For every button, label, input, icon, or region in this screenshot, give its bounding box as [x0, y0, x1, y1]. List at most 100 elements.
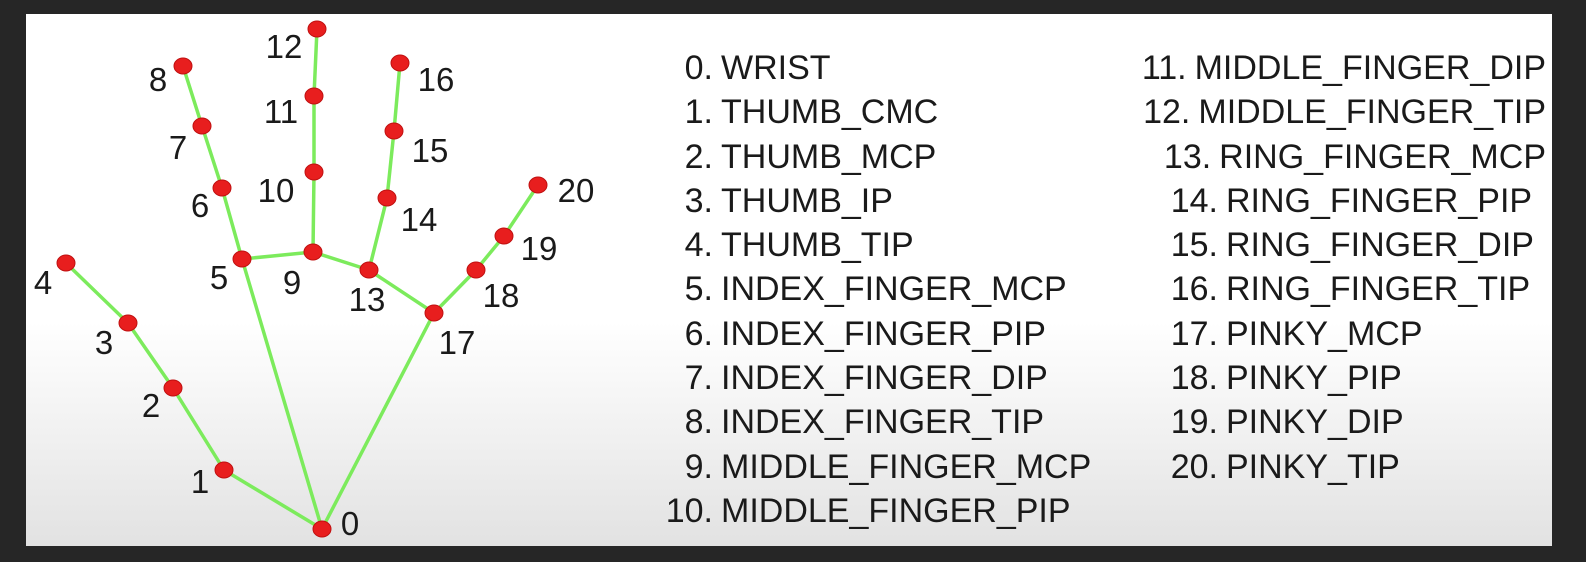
joint-dot-11	[304, 87, 324, 105]
legend-item: 9. MIDDLE_FINGER_MCP	[639, 445, 1099, 489]
legend-label: THUMB_TIP	[721, 226, 914, 265]
legend-index: 6.	[684, 314, 713, 353]
legend-index: 11.	[1141, 49, 1187, 87]
joint-label-10: 10	[258, 172, 295, 209]
bone-line	[181, 64, 204, 128]
legend-item: 1. THUMB_CMC	[639, 90, 1099, 134]
legend-item: 20. PINKY_TIP	[1126, 445, 1546, 489]
legend-label: PINKY_DIP	[1226, 403, 1404, 442]
legend-label: INDEX_FINGER_PIP	[721, 314, 1046, 353]
bone-line	[222, 468, 324, 531]
legend-item: 0. WRIST	[639, 46, 1099, 90]
joint-label-20: 20	[558, 172, 595, 209]
legend-index: 2.	[684, 137, 713, 176]
joint-dot-14	[377, 189, 397, 207]
legend-item: 6. INDEX_FINGER_PIP	[639, 312, 1099, 356]
joint-dot-20	[528, 176, 548, 194]
joint-dot-13	[359, 261, 379, 279]
bone-line	[312, 27, 319, 98]
bone-line	[171, 386, 226, 472]
landmark-legend-right: 11. MIDDLE_FINGER_DIP 12. MIDDLE_FINGER_TI…	[1126, 46, 1546, 489]
legend-item: 10. MIDDLE_FINGER_PIP	[639, 489, 1099, 533]
legend-item: 7. INDEX_FINGER_DIP	[639, 356, 1099, 400]
legend-index: 16.	[1170, 270, 1218, 309]
legend-index: 1.	[684, 93, 713, 132]
legend-item: 2. THUMB_MCP	[639, 135, 1099, 179]
legend-index: 20.	[1170, 447, 1218, 486]
landmark-legend-left: 0. WRIST 1. THUMB_CMC 2. THUMB_MCP 3. THUMB_…	[639, 46, 1099, 533]
diagram-panel: 0 1 2 3 4 5 6 7 8 9 10 11 12 13 14 15 16 17 18 19 20 0. WRIST…	[26, 14, 1552, 546]
joint-dot-3	[118, 314, 138, 332]
legend-index: 5.	[684, 270, 713, 309]
bone-line	[311, 170, 316, 254]
legend-label: INDEX_FINGER_DIP	[721, 359, 1048, 398]
joint-dot-7	[192, 117, 212, 135]
legend-index: 7.	[684, 359, 713, 398]
bone-line	[200, 124, 224, 190]
joint-dot-5	[232, 250, 252, 268]
legend-label: MIDDLE_FINGER_MCP	[721, 447, 1092, 486]
joint-dot-9	[303, 243, 323, 261]
legend-item: 18. PINKY_PIP	[1126, 356, 1546, 400]
legend-item: 12. MIDDLE_FINGER_TIP	[1126, 90, 1546, 134]
legend-label: RING_FINGER_PIP	[1226, 181, 1533, 220]
joint-label-5: 5	[210, 259, 228, 296]
joint-label-7: 7	[169, 129, 187, 166]
bone-line	[320, 311, 436, 531]
joint-label-6: 6	[191, 187, 209, 224]
legend-label: THUMB_CMC	[721, 93, 939, 132]
legend-index: 4.	[684, 226, 713, 265]
joint-label-19: 19	[521, 230, 558, 267]
legend-label: PINKY_MCP	[1226, 314, 1423, 353]
legend-label: THUMB_IP	[721, 181, 893, 220]
joint-label-15: 15	[412, 132, 449, 169]
joint-dot-8	[173, 57, 193, 75]
joint-dot-1	[214, 461, 234, 479]
legend-label: INDEX_FINGER_TIP	[721, 403, 1045, 442]
joint-label-3: 3	[95, 324, 113, 361]
joint-dot-6	[212, 179, 232, 197]
legend-label: WRIST	[721, 49, 831, 87]
legend-item: 8. INDEX_FINGER_TIP	[639, 400, 1099, 444]
bone-line	[311, 250, 371, 272]
joint-label-12: 12	[266, 28, 303, 65]
legend-label: MIDDLE_FINGER_TIP	[1198, 93, 1546, 132]
legend-label: RING_FINGER_TIP	[1226, 270, 1531, 309]
legend-index: 8.	[684, 403, 713, 442]
legend-item: 16. RING_FINGER_TIP	[1126, 267, 1546, 311]
joint-dot-4	[56, 254, 76, 272]
bone-line	[367, 196, 389, 272]
legend-index: 10.	[665, 491, 713, 530]
joint-label-0: 0	[341, 505, 359, 542]
hand-connections	[64, 27, 540, 531]
legend-item: 14. RING_FINGER_PIP	[1126, 179, 1546, 223]
joint-dot-19	[494, 227, 514, 245]
bone-line	[240, 257, 324, 531]
legend-item: 5. INDEX_FINGER_MCP	[639, 267, 1099, 311]
legend-label: PINKY_TIP	[1226, 447, 1400, 486]
legend-index: 15.	[1170, 226, 1218, 265]
joint-dot-12	[307, 20, 327, 38]
legend-index: 17.	[1170, 314, 1218, 353]
legend-index: 18.	[1170, 359, 1218, 398]
legend-label: MIDDLE_FINGER_PIP	[721, 491, 1071, 530]
joint-dot-18	[466, 261, 486, 279]
joint-label-9: 9	[283, 264, 301, 301]
legend-label: PINKY_PIP	[1226, 359, 1402, 398]
joint-label-14: 14	[401, 201, 438, 238]
bone-line	[240, 250, 315, 261]
legend-item: 11. MIDDLE_FINGER_DIP	[1126, 46, 1546, 90]
bone-line	[502, 183, 540, 238]
bone-line	[432, 268, 478, 315]
legend-item: 3. THUMB_IP	[639, 179, 1099, 223]
bone-line	[367, 268, 436, 315]
legend-item: 15. RING_FINGER_DIP	[1126, 223, 1546, 267]
legend-item: 17. PINKY_MCP	[1126, 312, 1546, 356]
legend-index: 13.	[1163, 137, 1212, 176]
legend-index: 0.	[684, 49, 713, 87]
legend-item: 13. RING_FINGER_MCP	[1126, 135, 1546, 179]
legend-index: 14.	[1170, 181, 1218, 220]
bone-line	[64, 261, 130, 325]
